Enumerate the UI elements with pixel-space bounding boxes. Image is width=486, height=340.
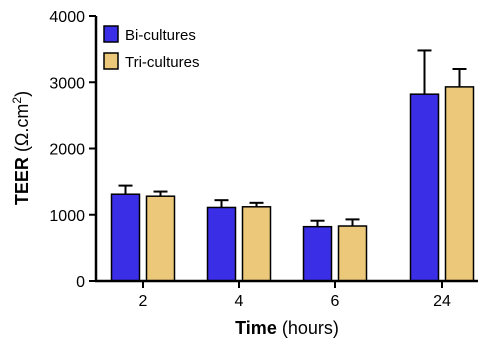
legend-swatch-bi-cultures (103, 25, 119, 43)
y-tick-label-4000: 4000 (49, 9, 85, 26)
bar-bi-cultures-2 (110, 193, 141, 282)
x-tick-label-6: 6 (331, 293, 340, 310)
x-axis-title-bold: Time (235, 318, 277, 338)
x-ticks: 2 4 6 24 (139, 281, 451, 310)
y-axis-title-sup: 2 (10, 97, 24, 104)
bar-tri-cultures-2 (145, 195, 176, 282)
legend-swatch-tri-cultures (103, 52, 119, 70)
legend: Bi-cultures Tri-cultures (103, 25, 199, 71)
x-axis-title: Time (hours) (235, 318, 339, 338)
legend-label-tri-cultures: Tri-cultures (125, 54, 199, 71)
y-axis-title-unit: (Ω.cm (12, 104, 32, 157)
bar-bi-cultures-24 (409, 93, 440, 282)
y-ticks: 0 1000 2000 3000 4000 (49, 9, 96, 291)
bars-layer (110, 49, 475, 282)
y-tick-label-0: 0 (76, 274, 85, 291)
y-tick-label-1000: 1000 (49, 208, 85, 225)
legend-label-bi-cultures: Bi-cultures (125, 27, 196, 44)
bar-tri-cultures-6 (337, 225, 368, 282)
y-tick-label-3000: 3000 (49, 75, 85, 92)
y-tick-label-2000: 2000 (49, 142, 85, 159)
bar-tri-cultures-4 (241, 206, 272, 282)
bar-bi-cultures-6 (302, 225, 333, 282)
x-tick-label-4: 4 (235, 293, 244, 310)
y-axis-title-close: ) (12, 91, 32, 97)
y-axis-title-bold: TEER (12, 157, 32, 205)
x-tick-label-24: 24 (433, 293, 451, 310)
bar-bi-cultures-4 (206, 206, 237, 282)
x-axis-title-unit: (hours) (277, 318, 339, 338)
x-tick-label-2: 2 (139, 293, 148, 310)
y-axis-title: TEER (Ω.cm2) (10, 91, 32, 205)
bar-tri-cultures-24 (444, 86, 475, 282)
